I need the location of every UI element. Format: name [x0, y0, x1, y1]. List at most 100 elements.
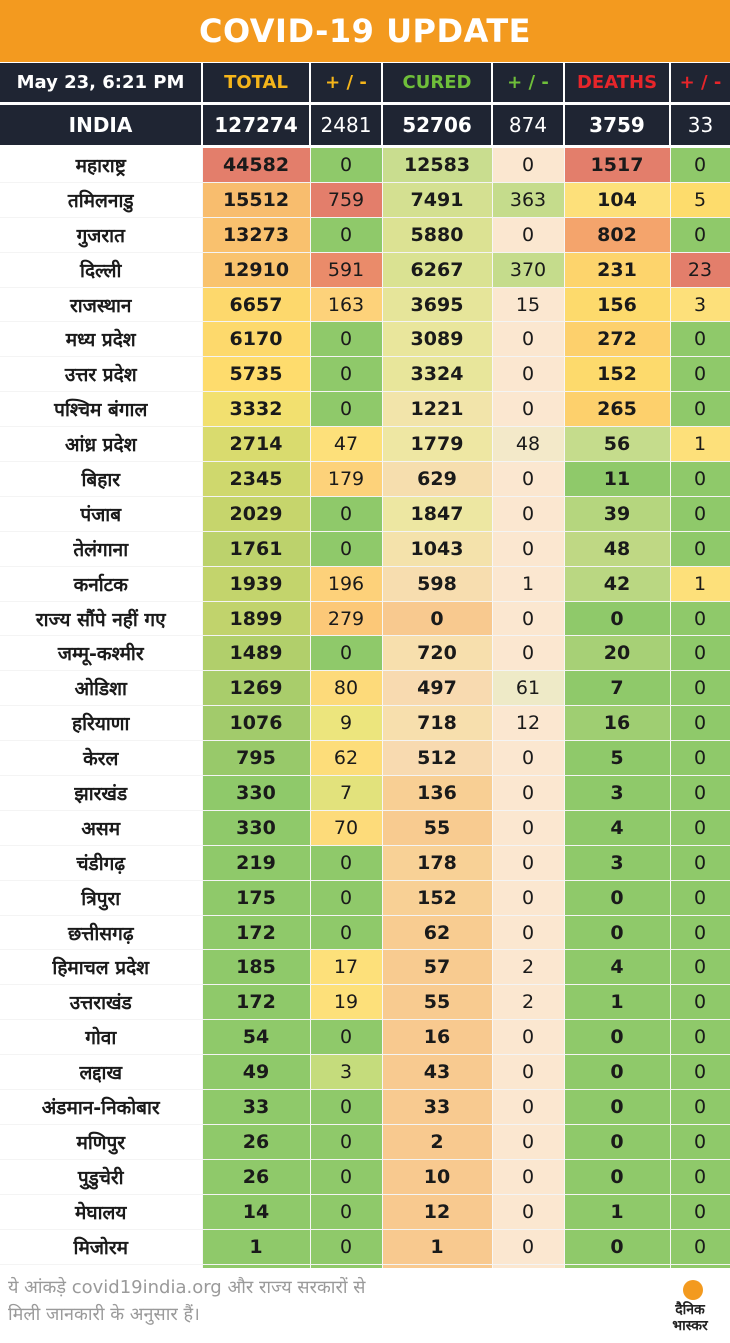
page-title: COVID-19 UPDATE [0, 0, 730, 62]
cured-header: CURED [382, 63, 493, 102]
table-row: राजस्थान 6657 163 3695 15 156 3 [0, 287, 730, 323]
deaths-delta-cell: 0 [670, 356, 730, 393]
cured-delta-cell: 0 [492, 880, 565, 916]
state-name: मध्य प्रदेश [0, 321, 203, 358]
total-cell: 172 [202, 984, 311, 1021]
total-delta-cell: 0 [310, 915, 383, 951]
deaths-cell: 1517 [564, 148, 671, 183]
deaths-cell: 7 [564, 670, 671, 707]
deaths-delta-cell: 0 [670, 984, 730, 1021]
deaths-delta-cell: 0 [670, 670, 730, 707]
cured-cell: 16 [382, 1019, 493, 1056]
cured-cell: 3695 [382, 287, 493, 323]
total-delta-cell: 0 [310, 496, 383, 532]
state-name: हिमाचल प्रदेश [0, 949, 203, 986]
deaths-cell: 0 [564, 1054, 671, 1091]
total-cell: 1269 [202, 670, 311, 707]
deaths-cell: 152 [564, 356, 671, 393]
logo-text-line1: दैनिक [675, 1302, 705, 1318]
deaths-delta-cell: 0 [670, 148, 730, 183]
total-cell: 6170 [202, 321, 311, 358]
cured-delta-cell: 0 [492, 1194, 565, 1230]
deaths-cell: 0 [564, 1019, 671, 1056]
total-cell: 795 [202, 740, 311, 777]
india-cured-delta: 874 [492, 105, 565, 145]
deaths-cell: 1 [564, 984, 671, 1021]
deaths-delta-cell: 0 [670, 601, 730, 637]
deaths-cell: 39 [564, 496, 671, 532]
cured-delta-cell: 48 [492, 426, 565, 463]
total-cell: 13273 [202, 217, 311, 253]
table-row: उत्तर प्रदेश 5735 0 3324 0 152 0 [0, 356, 730, 393]
total-delta-cell: 0 [310, 217, 383, 253]
cured-cell: 10 [382, 1159, 493, 1195]
state-name: चंडीगढ़ [0, 845, 203, 881]
update-date: May 23, 6:21 PM [0, 63, 203, 102]
total-delta-cell: 62 [310, 740, 383, 777]
total-delta-cell: 7 [310, 775, 383, 811]
total-cell: 44582 [202, 148, 311, 183]
deaths-cell: 0 [564, 880, 671, 916]
deaths-delta-cell: 0 [670, 810, 730, 846]
cured-delta-cell: 0 [492, 496, 565, 532]
state-name: झारखंड [0, 775, 203, 811]
cured-delta-cell: 0 [492, 810, 565, 846]
cured-delta-cell: 0 [492, 1124, 565, 1160]
total-cell: 2029 [202, 496, 311, 532]
deaths-delta-cell: 0 [670, 635, 730, 672]
state-name: त्रिपुरा [0, 880, 203, 916]
total-delta-header: + / - [310, 63, 383, 102]
state-name: उत्तराखंड [0, 984, 203, 1021]
deaths-cell: 48 [564, 531, 671, 567]
deaths-delta-cell: 0 [670, 1124, 730, 1160]
india-divider [0, 145, 730, 148]
cured-delta-cell: 0 [492, 740, 565, 777]
deaths-delta-cell: 23 [670, 252, 730, 288]
state-name: दिल्ली [0, 252, 203, 288]
deaths-delta-cell: 0 [670, 845, 730, 881]
cured-cell: 6267 [382, 252, 493, 288]
cured-cell: 629 [382, 461, 493, 497]
table-row: मणिपुर 26 0 2 0 0 0 [0, 1124, 730, 1160]
covid-stats-table: May 23, 6:21 PM TOTAL + / - CURED + / - … [0, 63, 730, 1300]
cured-cell: 1847 [382, 496, 493, 532]
total-delta-cell: 47 [310, 426, 383, 463]
cured-delta-cell: 0 [492, 1019, 565, 1056]
total-cell: 5735 [202, 356, 311, 393]
deaths-delta-cell: 0 [670, 1019, 730, 1056]
source-note: ये आंकड़े covid19india.org और राज्य सरका… [8, 1274, 528, 1328]
cured-cell: 33 [382, 1089, 493, 1125]
deaths-cell: 1 [564, 1194, 671, 1230]
cured-delta-cell: 0 [492, 321, 565, 358]
state-name: मणिपुर [0, 1124, 203, 1160]
sun-icon [683, 1280, 703, 1300]
state-name: राज्य सौंपे नहीं गए [0, 601, 203, 637]
deaths-cell: 272 [564, 321, 671, 358]
table-row: असम 330 70 55 0 4 0 [0, 810, 730, 846]
total-delta-cell: 0 [310, 391, 383, 428]
cured-cell: 598 [382, 566, 493, 602]
total-delta-cell: 17 [310, 949, 383, 986]
cured-cell: 1 [382, 1229, 493, 1265]
india-deaths-delta: 33 [670, 105, 730, 145]
state-name: गोवा [0, 1019, 203, 1056]
table-row: गुजरात 13273 0 5880 0 802 0 [0, 217, 730, 253]
total-cell: 2345 [202, 461, 311, 497]
state-name: उत्तर प्रदेश [0, 356, 203, 393]
total-delta-cell: 279 [310, 601, 383, 637]
table-row: झारखंड 330 7 136 0 3 0 [0, 775, 730, 811]
state-name: अंडमान-निकोबार [0, 1089, 203, 1125]
cured-cell: 3324 [382, 356, 493, 393]
cured-cell: 62 [382, 915, 493, 951]
cured-cell: 3089 [382, 321, 493, 358]
state-name: तेलंगाना [0, 531, 203, 567]
cured-cell: 136 [382, 775, 493, 811]
deaths-cell: 4 [564, 810, 671, 846]
cured-delta-cell: 0 [492, 1089, 565, 1125]
total-cell: 1761 [202, 531, 311, 567]
deaths-delta-cell: 1 [670, 426, 730, 463]
deaths-delta-cell: 0 [670, 1229, 730, 1265]
state-name: जम्मू-कश्मीर [0, 635, 203, 672]
table-row: पुडुचेरी 26 0 10 0 0 0 [0, 1159, 730, 1195]
total-cell: 49 [202, 1054, 311, 1091]
